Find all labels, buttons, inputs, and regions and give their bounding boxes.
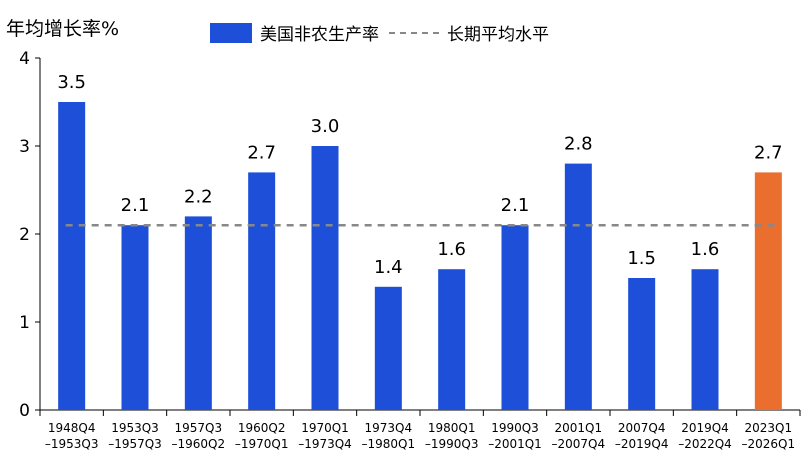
x-tick-label: –2007Q4: [552, 437, 606, 451]
bar-value-label: 2.7: [754, 142, 783, 163]
x-tick-label: –1957Q3: [108, 437, 162, 451]
legend-label-productivity: 美国非农生产率: [260, 25, 379, 45]
bar: [58, 102, 86, 410]
x-tick-label: –1960Q2: [172, 437, 226, 451]
bar: [628, 278, 656, 410]
bar-value-label: 1.5: [627, 248, 656, 269]
legend-swatch-productivity: [210, 22, 252, 43]
x-tick-label: 2001Q1: [555, 421, 603, 435]
x-tick-label: –1970Q1: [235, 437, 289, 451]
bar: [501, 225, 529, 410]
bar-value-label: 1.6: [437, 239, 466, 260]
x-tick-label: 1957Q3: [175, 421, 223, 435]
bar: [564, 163, 592, 410]
x-tick-label: –1990Q3: [425, 437, 479, 451]
y-tick-label: 2: [19, 225, 30, 245]
y-axis-unit-label: 年均增长率%: [6, 18, 120, 40]
x-tick-label: –2001Q1: [488, 437, 542, 451]
x-tick-label: 1960Q2: [238, 421, 286, 435]
x-tick-label: 1990Q3: [491, 421, 539, 435]
bar: [248, 172, 276, 410]
legend: 美国非农生产率 长期平均水平: [210, 20, 549, 45]
y-tick-label: 0: [19, 401, 30, 421]
bar-value-label: 1.4: [374, 257, 403, 278]
bar-value-label: 1.6: [691, 239, 720, 260]
bar-value-label: 3.5: [57, 72, 86, 93]
x-tick-label: –2022Q4: [678, 437, 732, 451]
bar-value-label: 2.1: [121, 195, 150, 216]
bar-value-label: 2.8: [564, 134, 593, 155]
bar: [438, 269, 466, 410]
legend-label-average: 长期平均水平: [447, 25, 549, 45]
bar-value-label: 2.1: [501, 195, 530, 216]
x-tick-label: –1953Q3: [45, 437, 99, 451]
x-tick-label: 2007Q4: [618, 421, 666, 435]
bar: [121, 225, 149, 410]
y-tick-label: 3: [19, 137, 30, 157]
x-tick-label: 1953Q3: [111, 421, 159, 435]
x-tick-label: 1973Q4: [365, 421, 413, 435]
x-tick-label: 1980Q1: [428, 421, 476, 435]
bar: [374, 286, 402, 410]
x-tick-label: 1948Q4: [48, 421, 96, 435]
bar: [311, 146, 339, 410]
legend-swatch-average: [389, 31, 439, 34]
bar-value-label: 2.7: [247, 142, 276, 163]
x-tick-label: 2023Q1: [745, 421, 793, 435]
y-tick-label: 4: [19, 49, 30, 69]
bar-value-label: 3.0: [311, 116, 340, 137]
x-tick-label: 1970Q1: [301, 421, 349, 435]
y-tick-label: 1: [19, 313, 30, 333]
x-tick-label: –2019Q4: [615, 437, 669, 451]
x-tick-label: –1980Q1: [362, 437, 416, 451]
bar: [691, 269, 719, 410]
x-tick-label: –2026Q1: [742, 437, 796, 451]
bar: [184, 216, 212, 410]
bar: [754, 172, 782, 410]
x-tick-label: –1973Q4: [298, 437, 352, 451]
x-tick-label: 2019Q4: [681, 421, 729, 435]
bar-value-label: 2.2: [184, 186, 213, 207]
